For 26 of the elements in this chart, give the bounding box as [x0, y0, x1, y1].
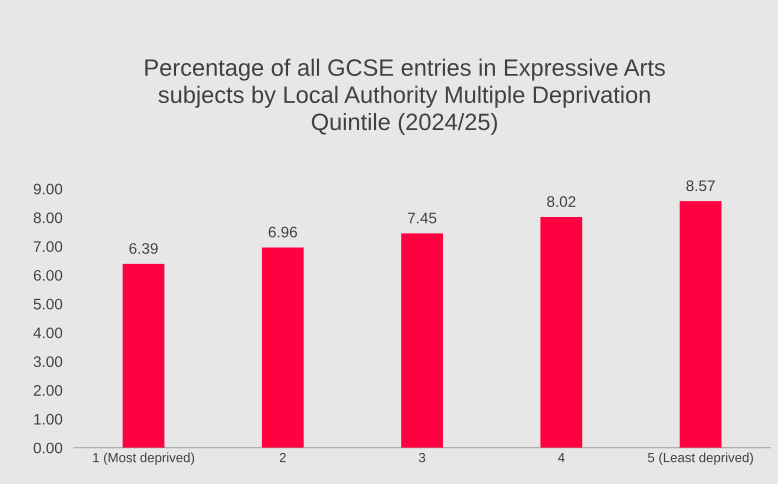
chart-title: Percentage of all GCSE entries in Expressive Arts subjects by Local Authority Multiple Deprivation Quintile (2024/25) — [145, 58, 665, 135]
y-tick-label: 2.00 — [34, 385, 62, 396]
x-tick-label: 5 (Least deprived) — [648, 452, 753, 465]
y-tick-label: 9.00 — [34, 184, 62, 194]
bar — [262, 247, 304, 448]
data-label: 8.02 — [547, 196, 576, 207]
x-tick-label: 4 — [558, 453, 565, 462]
data-label: 7.45 — [408, 212, 436, 224]
y-tick-label: 6.00 — [34, 270, 62, 281]
y-tick-label: 7.00 — [34, 241, 62, 252]
bar — [680, 201, 722, 448]
y-tick-label: 8.00 — [34, 212, 62, 224]
x-tick-label: 3 — [418, 452, 426, 462]
bar — [122, 264, 164, 448]
y-tick-label: 4.00 — [33, 327, 62, 338]
x-tick-label: 1 (Most deprived) — [93, 452, 194, 465]
y-tick-label: 5.00 — [34, 298, 62, 310]
data-label: 6.96 — [268, 226, 297, 238]
data-label: 8.57 — [686, 180, 715, 192]
y-tick-label: 0.00 — [34, 442, 62, 454]
data-label: 6.39 — [129, 243, 158, 254]
bar — [540, 216, 582, 448]
x-tick-label: 2 — [280, 452, 286, 462]
y-tick-label: 1.00 — [34, 414, 62, 425]
y-tick-label: 3.00 — [34, 356, 62, 368]
bar — [401, 233, 443, 448]
